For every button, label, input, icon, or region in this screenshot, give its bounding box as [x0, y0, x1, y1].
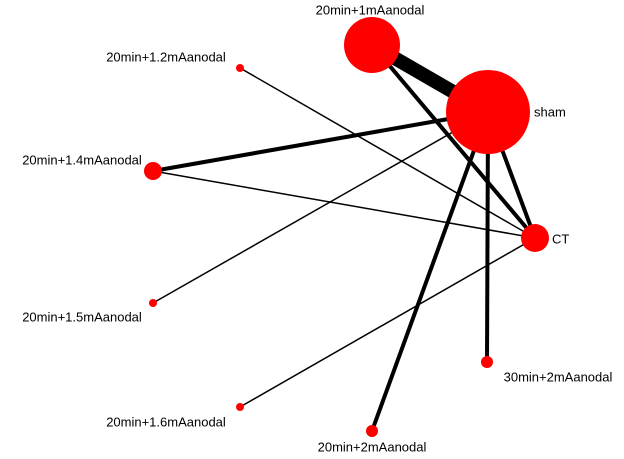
edge	[152, 110, 489, 173]
edge	[370, 111, 490, 432]
edge	[152, 170, 536, 239]
node	[144, 162, 162, 180]
node-label: sham	[534, 104, 566, 119]
node	[236, 64, 244, 72]
node-label: 20min+1.4mAanodal	[22, 152, 142, 167]
edge	[152, 111, 489, 304]
node-label: 20min+1mAanodal	[316, 2, 425, 17]
node-label: 20min+1.2mAanodal	[106, 49, 226, 64]
node-label: CT	[552, 231, 569, 246]
nodes	[144, 17, 549, 437]
node-label: 20min+2mAanodal	[318, 439, 427, 454]
edge	[239, 237, 536, 408]
node-label: 20min+1.6mAanodal	[106, 414, 226, 429]
node	[366, 425, 378, 437]
node	[521, 224, 549, 252]
node	[481, 356, 493, 368]
node	[149, 299, 157, 307]
labels: 20min+1mAanodal sham 20min+1.2mAanodal 2…	[22, 2, 612, 454]
node	[446, 70, 530, 154]
node	[236, 403, 244, 411]
node	[344, 17, 400, 73]
edge	[370, 43, 537, 240]
node-label: 30min+2mAanodal	[504, 369, 613, 384]
node-label: 20min+1.5mAanodal	[22, 309, 142, 324]
